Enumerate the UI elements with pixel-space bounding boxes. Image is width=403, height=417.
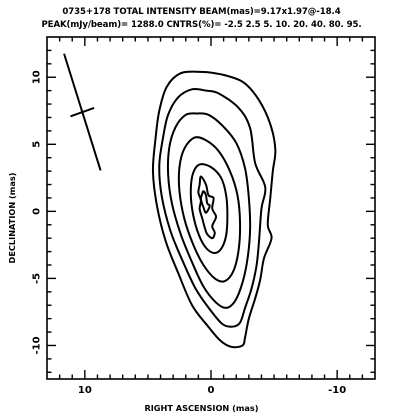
beam-minor-axis — [70, 106, 95, 118]
y-tick-label: -5 — [32, 273, 43, 284]
x-tick-label: -10 — [328, 385, 346, 396]
y-tick-label: 5 — [32, 141, 43, 148]
beam-marker — [63, 53, 102, 171]
x-axis-label: RIGHT ASCENSION (mas) — [144, 403, 259, 413]
contour-lines — [151, 70, 277, 349]
contour-20-percent — [177, 136, 242, 283]
y-tick-label: 10 — [32, 70, 43, 84]
contour-5-percent — [158, 87, 267, 328]
header-line-1: 0735+178 TOTAL INTENSITY BEAM(mas)=9.17x… — [62, 7, 341, 17]
contour-80-percent — [197, 175, 218, 240]
header-line-2: PEAK(mJy/beam)= 1288.0 CNTRS(%)= -2.5 2.… — [41, 20, 362, 30]
contour-2_5-percent — [151, 70, 277, 349]
y-tick-label: -10 — [32, 336, 43, 354]
x-tick-label: 0 — [208, 385, 215, 396]
plot-frame — [46, 36, 376, 380]
contour-10-percent — [166, 112, 252, 309]
y-axis-label: DECLINATION (mas) — [7, 172, 17, 264]
y-tick-label: 0 — [32, 208, 43, 215]
x-tick-label: 10 — [78, 385, 92, 396]
contour-95-percent — [199, 190, 211, 214]
tick-labels: 10 0 -10 10 5 0 -5 -10 — [32, 70, 347, 396]
axis-ticks — [47, 37, 375, 379]
contour-40-percent — [189, 163, 229, 255]
